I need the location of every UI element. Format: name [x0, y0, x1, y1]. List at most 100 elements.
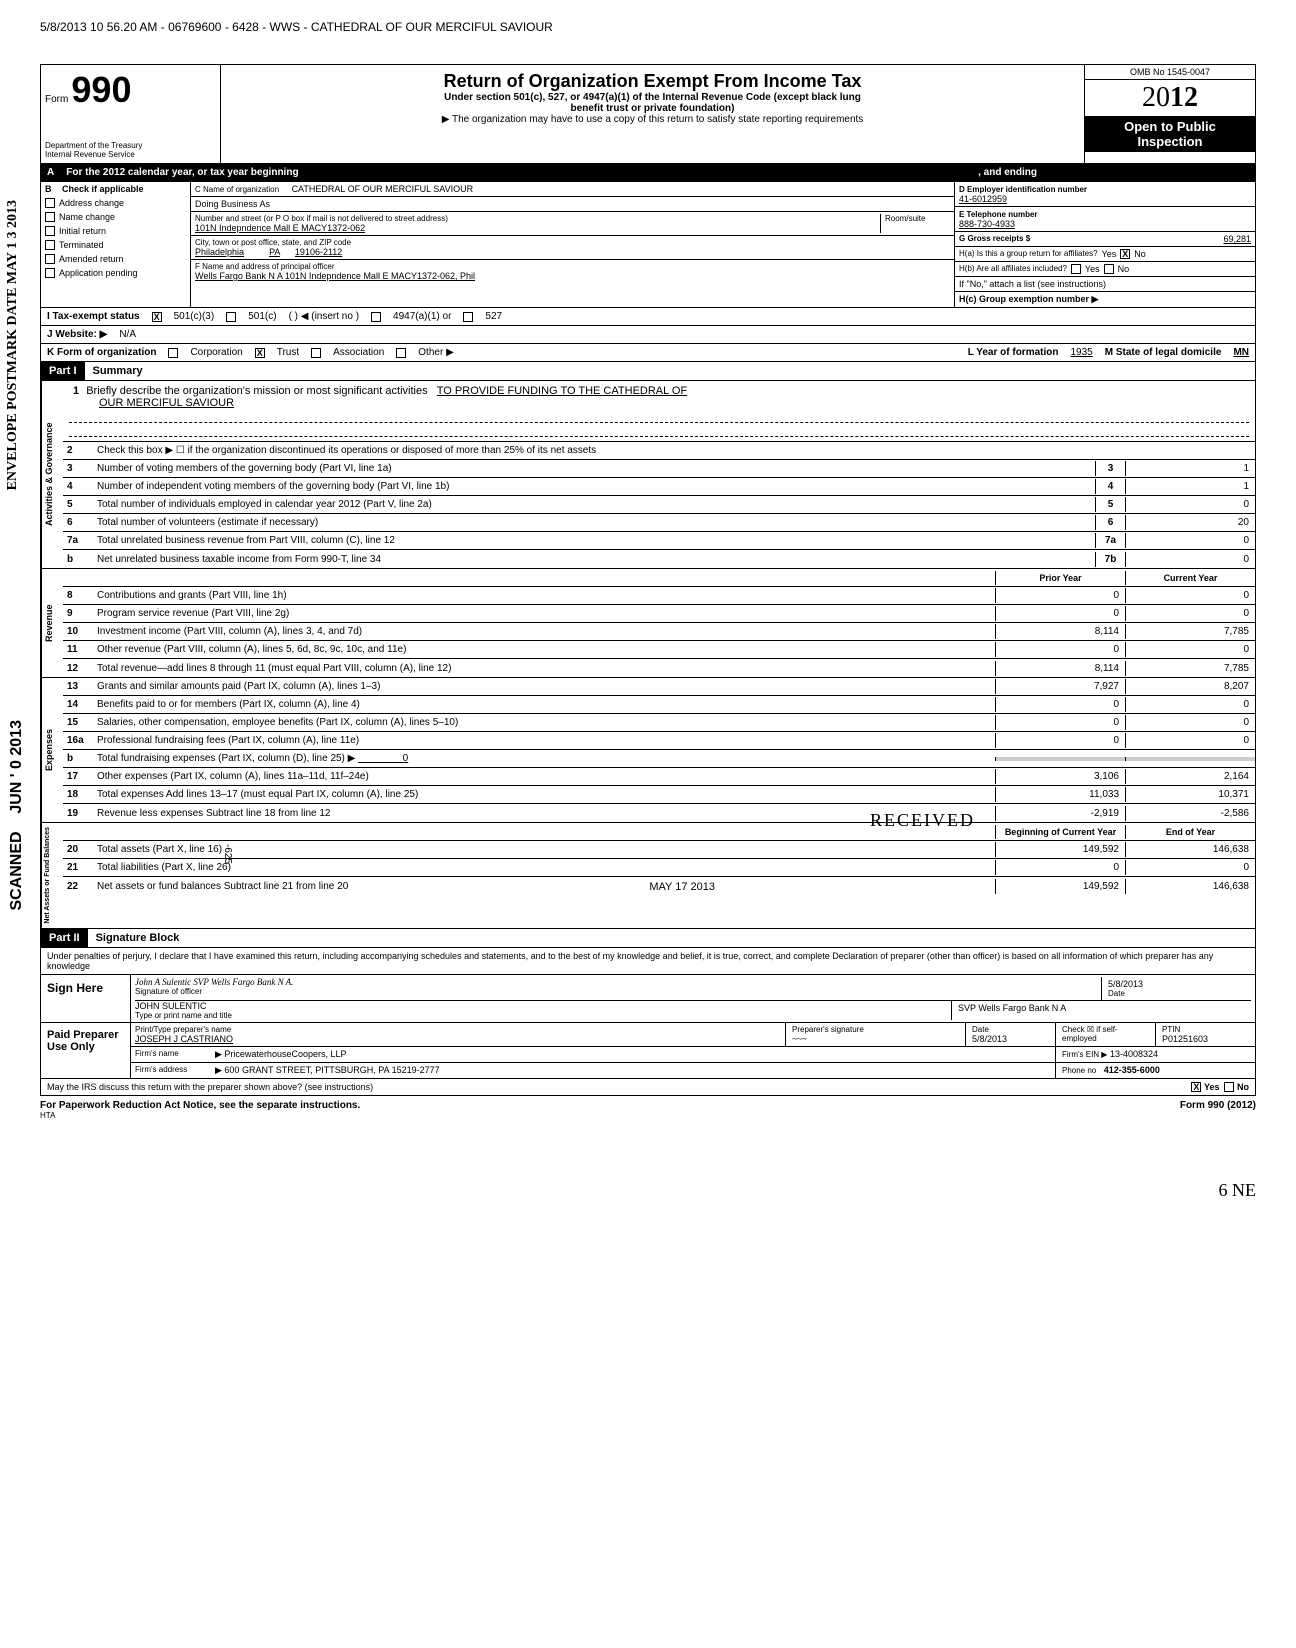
org-city: Philadelphia	[195, 247, 244, 257]
checkbox-hb-yes[interactable]	[1071, 264, 1081, 274]
label-app-pending: Application pending	[59, 268, 138, 278]
row-j-label: J Website: ▶	[47, 329, 107, 340]
checkbox-4947[interactable]	[371, 312, 381, 322]
page-number: 6 NE	[40, 1180, 1256, 1201]
part-2-label: Part II	[41, 929, 88, 947]
opt-501c-paren: ( ) ◀ (insert no )	[289, 311, 359, 322]
firm-phone-label: Phone no	[1062, 1066, 1096, 1075]
checkbox-name-change[interactable]	[45, 212, 55, 222]
ptin-label: PTIN	[1162, 1025, 1249, 1034]
part-1-title: Summary	[85, 362, 151, 380]
hc-label: H(c) Group exemption number ▶	[955, 292, 1255, 307]
org-address: 101N Indepndence Mall E MACY1372-062	[195, 223, 880, 233]
sign-here-label: Sign Here	[41, 975, 131, 1022]
firm-ein-label: Firm's EIN ▶	[1062, 1050, 1107, 1059]
line-15: 15Salaries, other compensation, employee…	[63, 714, 1255, 732]
section-bcd: B Check if applicable Address change Nam…	[40, 182, 1256, 308]
line-19: 19Revenue less expenses Subtract line 18…	[63, 804, 1255, 822]
perjury-text: Under penalties of perjury, I declare th…	[41, 948, 1255, 975]
gross-receipts-label: G Gross receipts $	[959, 234, 1030, 244]
line-9: 9Program service revenue (Part VIII, lin…	[63, 605, 1255, 623]
f-label: F Name and address of principal officer	[195, 262, 950, 271]
line-7a: 7aTotal unrelated business revenue from …	[63, 532, 1255, 550]
line-3: 3Number of voting members of the governi…	[63, 460, 1255, 478]
addr-label: Number and street (or P O box if mail is…	[195, 214, 880, 223]
year-box: OMB No 1545-0047 20201212 Open to Public…	[1085, 65, 1255, 163]
line-20: 20Total assets (Part X, line 16)-625149,…	[63, 841, 1255, 859]
governance-section: Activities & Governance 1 Briefly descri…	[40, 381, 1256, 569]
expenses-sidebar: Expenses	[41, 678, 63, 822]
checkbox-terminated[interactable]	[45, 240, 55, 250]
form-subtitle-1: Under section 501(c), 527, or 4947(a)(1)…	[227, 92, 1078, 103]
row-k-label: K Form of organization	[47, 347, 156, 358]
checkbox-initial-return[interactable]	[45, 226, 55, 236]
label-initial-return: Initial return	[59, 226, 106, 236]
checkbox-other[interactable]	[396, 348, 406, 358]
opt-assoc: Association	[333, 347, 384, 358]
checkbox-corp[interactable]	[168, 348, 178, 358]
opt-other: Other ▶	[418, 347, 453, 358]
sign-date: 5/8/2013	[1108, 979, 1245, 989]
row-j: J Website: ▶ N/A	[40, 326, 1256, 344]
end-year-header: End of Year	[1125, 825, 1255, 839]
org-state: PA	[269, 247, 280, 257]
line-b: bTotal fundraising expenses (Part IX, co…	[63, 750, 1255, 768]
col-b-letter: B	[45, 184, 52, 194]
row-a: A For the 2012 calendar year, or tax yea…	[40, 164, 1256, 182]
firm-name-label: Firm's name	[131, 1047, 211, 1062]
form-header: Form 990 Department of the Treasury Inte…	[40, 64, 1256, 164]
checkbox-trust[interactable]	[255, 348, 265, 358]
checkbox-assoc[interactable]	[311, 348, 321, 358]
signature-section: Under penalties of perjury, I declare th…	[40, 948, 1256, 1096]
l-label: L Year of formation	[968, 347, 1059, 358]
form-number: 990	[71, 69, 131, 110]
phone-label: E Telephone number	[959, 210, 1038, 219]
checkbox-501c3[interactable]	[152, 312, 162, 322]
checkbox-app-pending[interactable]	[45, 268, 55, 278]
opt-4947: 4947(a)(1) or	[393, 311, 451, 322]
hb-no: No	[1118, 264, 1130, 274]
sig-label: Signature of officer	[135, 987, 1101, 996]
self-employed-check: Check ☒ if self-employed	[1055, 1023, 1155, 1046]
part-1-label: Part I	[41, 362, 85, 380]
name-label: C Name of organization	[195, 185, 279, 194]
label-terminated: Terminated	[59, 240, 104, 250]
line-1-mission: TO PROVIDE FUNDING TO THE CATHEDRAL OF	[437, 385, 687, 397]
col-d: D Employer identification number 41-6012…	[955, 182, 1255, 307]
checkbox-hb-no[interactable]	[1104, 264, 1114, 274]
ein-value: 41-6012959	[959, 194, 1007, 204]
footer: For Paperwork Reduction Act Notice, see …	[40, 1100, 1256, 1111]
checkbox-527[interactable]	[463, 312, 473, 322]
checkbox-amended[interactable]	[45, 254, 55, 264]
line-17: 17Other expenses (Part IX, column (A), l…	[63, 768, 1255, 786]
revenue-col-headers: Prior Year Current Year	[63, 569, 1255, 587]
website-value: N/A	[119, 329, 136, 340]
org-zip: 19106-2112	[295, 247, 342, 257]
firm-addr-label: Firm's address	[131, 1063, 211, 1078]
postmark-stamp: ENVELOPE POSTMARK DATE MAY 1 3 2013	[5, 200, 21, 490]
preparer-date-label: Date	[972, 1025, 1049, 1034]
checkbox-irs-no[interactable]	[1224, 1082, 1234, 1092]
expenses-section: Expenses 13Grants and similar amounts pa…	[40, 678, 1256, 823]
line-1-desc: Briefly describe the organization's miss…	[86, 385, 427, 397]
line-14: 14Benefits paid to or for members (Part …	[63, 696, 1255, 714]
line-8: 8Contributions and grants (Part VIII, li…	[63, 587, 1255, 605]
org-name: CATHEDRAL OF OUR MERCIFUL SAVIOUR	[292, 184, 474, 194]
line-2: 2 Check this box ▶ ☐ if the organization…	[63, 442, 1255, 460]
part-1-header: Part I Summary	[40, 362, 1256, 381]
page-header-timestamp: 5/8/2013 10 56.20 AM - 06769600 - 6428 -…	[40, 20, 1256, 34]
col-c: C Name of organization CATHEDRAL OF OUR …	[191, 182, 955, 307]
netassets-section: Net Assets or Fund Balances RECEIVED Beg…	[40, 823, 1256, 929]
officer-title: SVP Wells Fargo Bank N A	[951, 1001, 1251, 1020]
col-b-header: Check if applicable	[62, 184, 144, 194]
checkbox-501c[interactable]	[226, 312, 236, 322]
checkbox-ha-yes-x[interactable]	[1120, 249, 1130, 259]
irs-discuss-text: May the IRS discuss this return with the…	[47, 1082, 373, 1092]
checkbox-irs-yes[interactable]	[1191, 1082, 1201, 1092]
received-stamp: RECEIVED	[870, 810, 975, 831]
row-i: I Tax-exempt status 501(c)(3) 501(c) ( )…	[40, 308, 1256, 326]
checkbox-address-change[interactable]	[45, 198, 55, 208]
row-a-text: For the 2012 calendar year, or tax year …	[66, 167, 298, 178]
firm-ein: 13-4008324	[1110, 1049, 1158, 1059]
officer-signature: John A Sulentic SVP Wells Fargo Bank N A…	[135, 977, 1101, 987]
